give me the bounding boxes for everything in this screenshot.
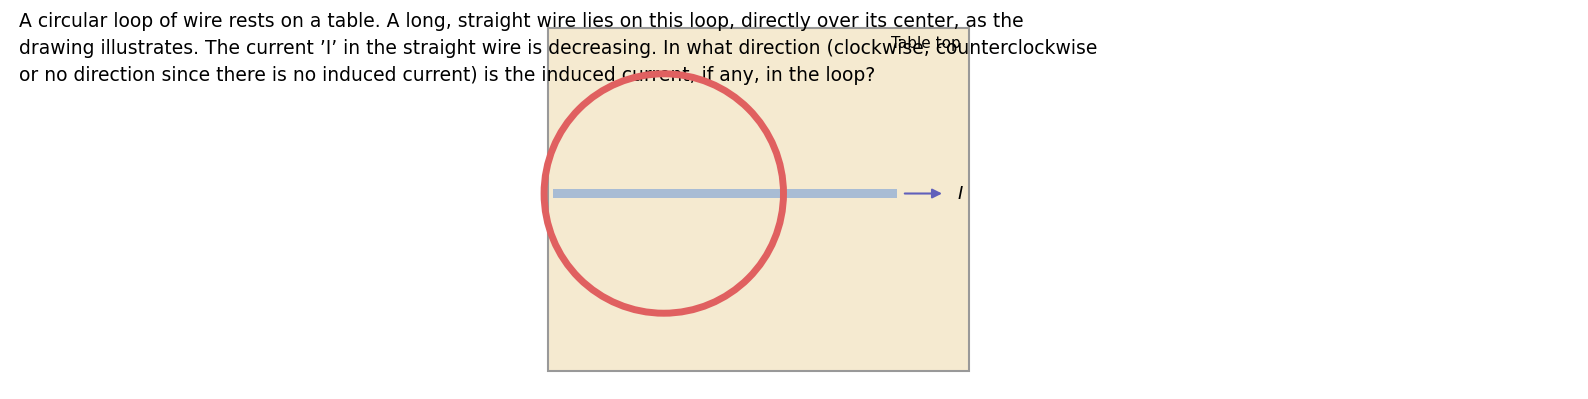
Bar (548, 28, 969, 371)
Text: Table top: Table top (891, 36, 961, 51)
Text: A circular loop of wire rests on a table. A long, straight wire lies on this loo: A circular loop of wire rests on a table… (19, 12, 1097, 85)
Bar (553, 189, 897, 198)
Text: I: I (958, 184, 962, 203)
